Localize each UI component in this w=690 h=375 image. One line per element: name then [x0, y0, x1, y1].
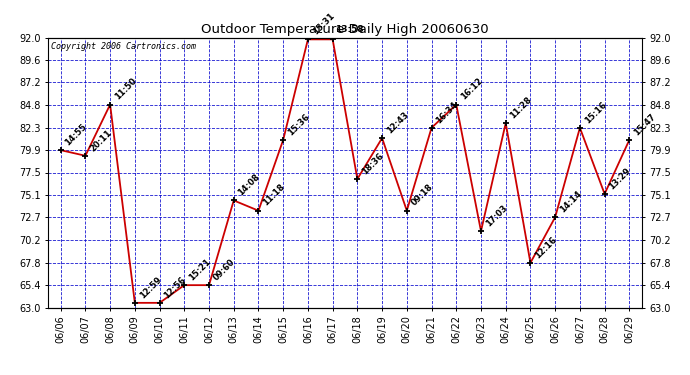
Text: 11:18: 11:18: [262, 183, 286, 208]
Text: 09:18: 09:18: [410, 183, 435, 208]
Text: 15:21: 15:21: [187, 257, 213, 282]
Text: 11:28: 11:28: [509, 95, 534, 120]
Text: 15:31: 15:31: [310, 11, 336, 37]
Text: Copyright 2006 Cartronics.com: Copyright 2006 Cartronics.com: [51, 42, 196, 51]
Title: Outdoor Temperature Daily High 20060630: Outdoor Temperature Daily High 20060630: [201, 23, 489, 36]
Text: 11:50: 11:50: [113, 76, 138, 102]
Text: 14:14: 14:14: [558, 189, 583, 214]
Text: 12:56: 12:56: [162, 275, 188, 300]
Text: 15:47: 15:47: [632, 112, 658, 137]
Text: 14:08: 14:08: [237, 172, 262, 198]
Text: 13:58: 13:58: [335, 25, 364, 34]
Text: 16:12: 16:12: [459, 76, 484, 102]
Text: 12:16: 12:16: [533, 235, 559, 260]
Text: 17:03: 17:03: [484, 203, 509, 228]
Text: 20:11: 20:11: [88, 128, 113, 153]
Text: 15:16: 15:16: [582, 100, 608, 125]
Text: 14:55: 14:55: [63, 122, 89, 147]
Text: 09:60: 09:60: [212, 257, 237, 282]
Text: 13:29: 13:29: [607, 166, 633, 191]
Text: 12:59: 12:59: [137, 275, 163, 300]
Text: 12:43: 12:43: [385, 110, 410, 135]
Text: 15:36: 15:36: [286, 112, 311, 137]
Text: 16:34: 16:34: [434, 100, 460, 125]
Text: 18:36: 18:36: [360, 151, 385, 176]
